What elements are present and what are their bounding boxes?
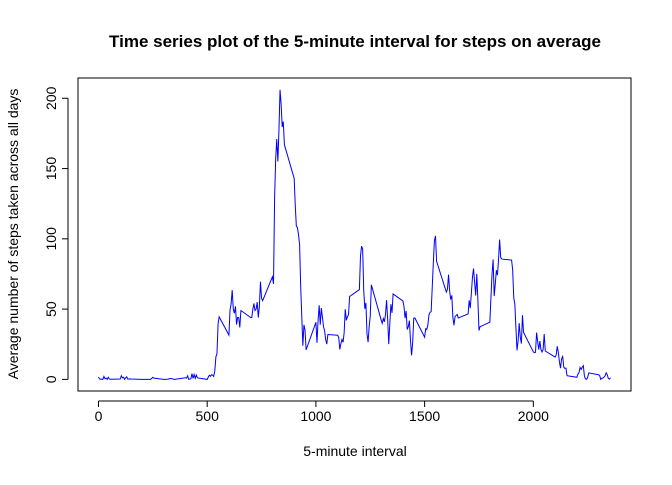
x-tick-label: 2000: [518, 408, 549, 424]
y-tick-label: 50: [43, 301, 59, 317]
y-tick-label: 100: [43, 227, 59, 251]
plot-box: [77, 77, 632, 392]
series-line: [98, 89, 611, 381]
y-tick-label: 150: [43, 157, 59, 181]
x-axis-label: 5-minute interval: [303, 443, 407, 459]
y-axis-label: Average number of steps taken across all…: [5, 89, 21, 380]
chart-title: Time series plot of the 5-minute interva…: [109, 32, 601, 51]
y-tick-label: 200: [43, 86, 59, 110]
x-tick-label: 1500: [409, 408, 440, 424]
x-tick-label: 0: [95, 408, 103, 424]
x-tick-label: 1000: [300, 408, 331, 424]
y-tick-label: 0: [43, 375, 59, 383]
x-tick-label: 500: [196, 408, 220, 424]
